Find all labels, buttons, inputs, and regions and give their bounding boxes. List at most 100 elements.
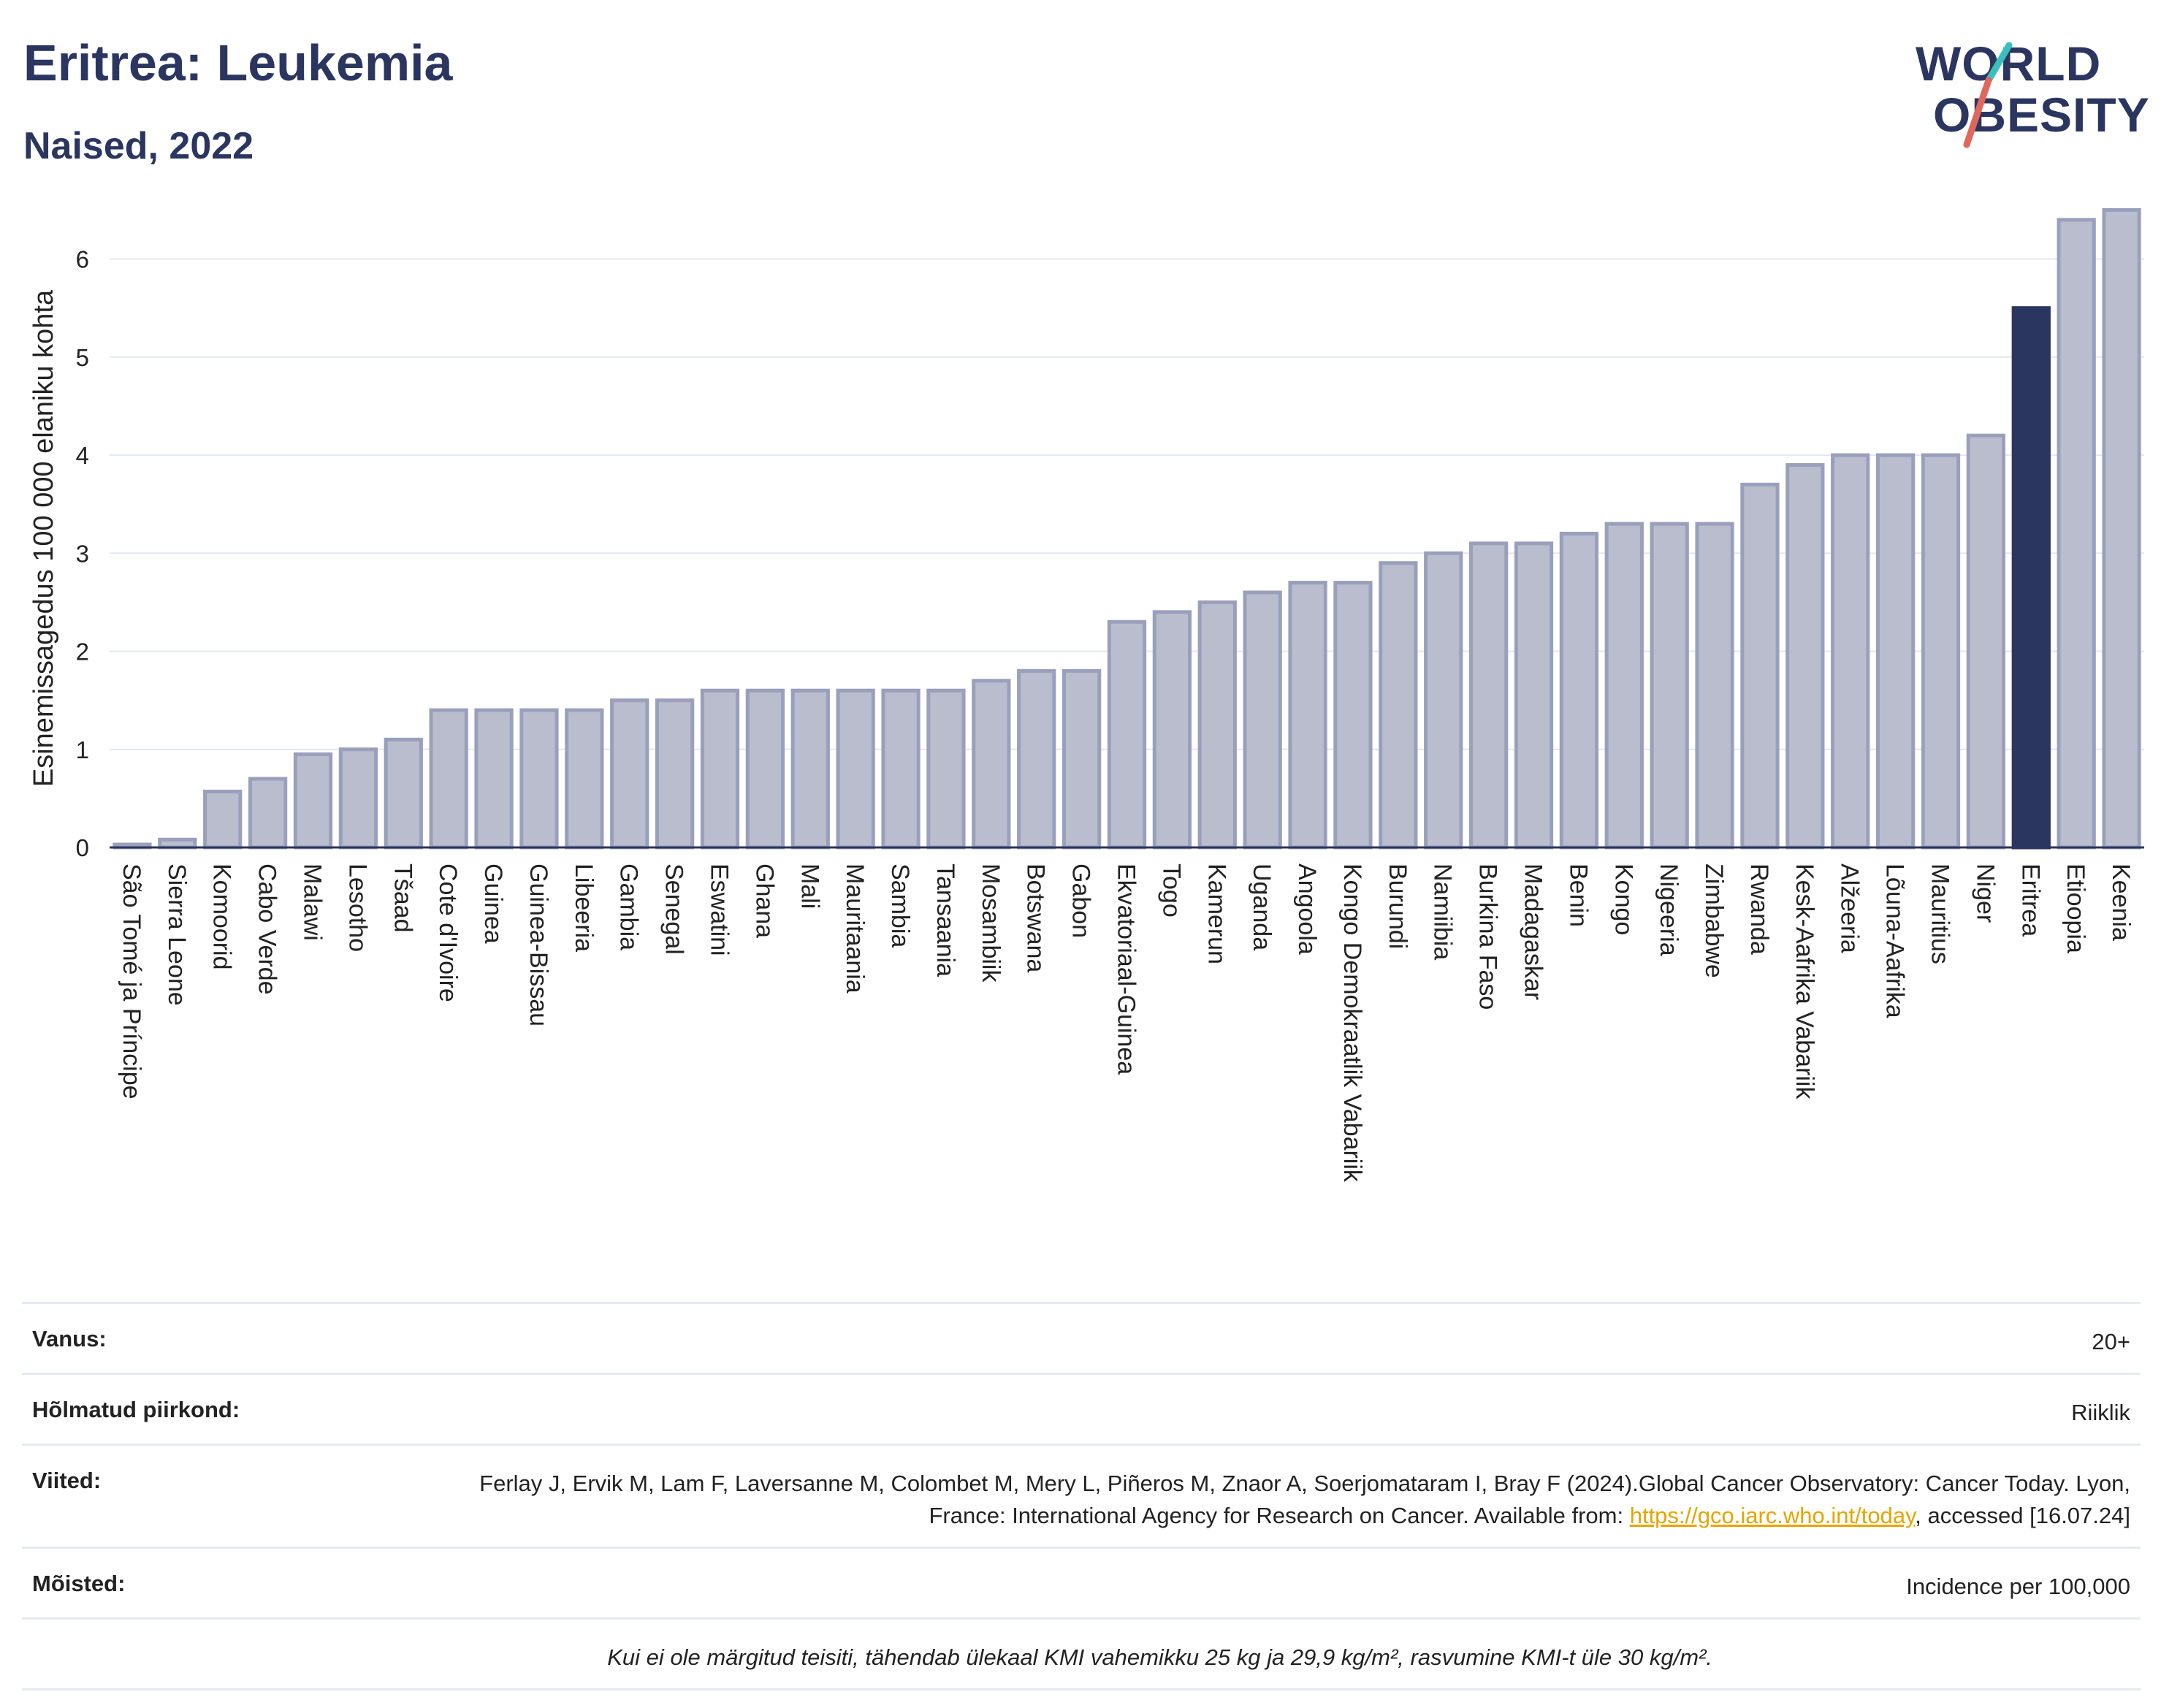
x-tick-label: Cabo Verde — [254, 863, 281, 995]
x-tick-label: Namiibia — [1429, 863, 1457, 960]
x-tick-label: Mauritaania — [841, 863, 869, 994]
x-tick-label: Sambia — [886, 863, 914, 948]
x-tick-label: Sierra Leone — [163, 863, 191, 1006]
bar — [1785, 462, 1825, 850]
x-tick-label: Cote d'Ivoire — [434, 863, 462, 1002]
x-tick-label: Kongo Demokraatlik Vabariik — [1338, 863, 1366, 1183]
x-tick-label: Alžeeria — [1836, 863, 1864, 953]
bar — [1559, 531, 1599, 850]
bar — [2011, 306, 2051, 850]
references-link[interactable]: https://gco.iarc.who.int/today — [1629, 1503, 1916, 1528]
bar — [1966, 433, 2006, 850]
page-title: Eritrea: Leukemia — [23, 34, 453, 91]
x-tick-label: Komoorid — [208, 863, 236, 970]
bar — [1695, 522, 1734, 850]
x-tick-label: Madagaskar — [1520, 863, 1547, 1000]
definitions-label: Mõisted: — [32, 1571, 126, 1596]
x-tick-label: Ghana — [750, 863, 778, 938]
references-label: Viited: — [32, 1468, 102, 1493]
x-tick-label: Eritrea — [2016, 863, 2044, 937]
region-value: Riiklik — [2071, 1400, 2130, 1425]
info-row-definitions: Mõisted: Incidence per 100,000 — [22, 1547, 2141, 1617]
x-tick-label: São Tomé ja Príncipe — [118, 863, 145, 1099]
y-axis-label: Esinemissagedus 100 000 elaniku kohta — [28, 289, 59, 787]
x-tick-label: Guinea-Bissau — [525, 863, 552, 1026]
x-tick-label: Kesk-Aafrika Vabariik — [1791, 863, 1818, 1099]
bar — [293, 752, 333, 850]
bar — [1152, 610, 1192, 850]
info-table: Vanus: 20+ Hõlmatud piirkond: Riiklik Vi… — [22, 1302, 2141, 1690]
bar — [1107, 619, 1147, 850]
references-value: Ferlay J, Ervik M, Lam F, Laversanne M, … — [450, 1468, 2130, 1532]
page-subtitle: Naised, 2022 — [23, 125, 254, 167]
bar — [338, 747, 378, 850]
bar — [790, 688, 830, 850]
x-tick-label: Ekvatoriaal-Guinea — [1113, 863, 1140, 1075]
bar — [1875, 453, 1916, 850]
x-tick-label: Libeeria — [570, 863, 598, 952]
bar — [1650, 522, 1689, 850]
bar — [519, 708, 559, 850]
x-tick-label: Rwanda — [1745, 863, 1773, 955]
bar — [1062, 668, 1102, 850]
bar-chart: 0 1 2 3 4 5 6 Esinemissagedus 100 000 elaniku k… — [28, 207, 2144, 1183]
y-tick-label: 2 — [76, 638, 89, 666]
y-tick-label: 3 — [76, 540, 89, 567]
y-tick-label: 0 — [76, 834, 89, 861]
references-accessed: , accessed [16.07.24] — [1915, 1503, 2130, 1528]
bar — [655, 698, 695, 850]
info-row-age: Vanus: 20+ — [22, 1302, 2141, 1373]
bar — [429, 708, 468, 850]
x-tick-label: Tansaania — [931, 863, 959, 977]
age-value: 20+ — [2092, 1329, 2130, 1354]
x-tick-label: Burundi — [1384, 863, 1411, 949]
definitions-value: Incidence per 100,000 — [1906, 1574, 2130, 1599]
info-row-region: Hõlmatud piirkond: Riiklik — [22, 1373, 2141, 1444]
bar — [2102, 207, 2141, 850]
x-tick-label: Mali — [796, 863, 823, 909]
bar — [1288, 581, 1327, 850]
bar — [1514, 541, 1554, 850]
x-tick-label: Guinea — [479, 863, 507, 944]
y-tick-label: 6 — [76, 246, 89, 273]
bar — [384, 737, 423, 850]
y-tick-label: 4 — [76, 442, 89, 469]
bmi-note: Kui ei ole märgitud teisiti, tähendab ül… — [607, 1644, 1712, 1670]
x-tick-label: Tšaad — [389, 863, 416, 933]
bar — [158, 837, 197, 850]
x-tick-label: Angoola — [1293, 863, 1321, 955]
x-tick-label: Lesotho — [343, 863, 371, 952]
bar — [203, 789, 243, 850]
x-tick-label: Etioopia — [2062, 863, 2089, 953]
bar — [1740, 482, 1780, 850]
x-tick-label: Mosambiik — [977, 863, 1005, 983]
bar — [1424, 551, 1463, 850]
bar — [2057, 218, 2096, 850]
references-text: Ferlay J, Ervik M, Lam F, Laversanne M, … — [479, 1471, 2130, 1528]
x-tick-label: Eswatini — [706, 863, 733, 956]
bar — [474, 708, 514, 850]
age-label: Vanus: — [32, 1326, 107, 1351]
x-tick-label: Niger — [1971, 863, 1999, 923]
bar — [1468, 541, 1509, 850]
bar — [1379, 561, 1418, 850]
bar — [881, 688, 921, 850]
bar — [248, 777, 288, 850]
x-tick-label: Nigeeria — [1655, 863, 1682, 956]
x-tick-label: Keenia — [2107, 863, 2135, 941]
x-tick-label: Benin — [1564, 863, 1592, 927]
bar — [836, 688, 875, 850]
bar — [745, 688, 785, 850]
x-tick-label: Togo — [1157, 863, 1185, 918]
x-tick-label: Burkina Faso — [1474, 863, 1502, 1010]
x-tick-label: Gabon — [1067, 863, 1095, 938]
bar — [1017, 668, 1056, 850]
info-row-references: Viited: Ferlay J, Ervik M, Lam F, Lavers… — [22, 1444, 2141, 1547]
y-tick-label: 5 — [76, 344, 89, 371]
y-tick-label: 1 — [76, 736, 89, 763]
bar — [1831, 453, 1870, 850]
bar — [565, 708, 604, 850]
bar — [1333, 581, 1373, 850]
x-tick-label: Zimbabwe — [1700, 863, 1728, 978]
x-tick-label: Uganda — [1248, 863, 1276, 950]
